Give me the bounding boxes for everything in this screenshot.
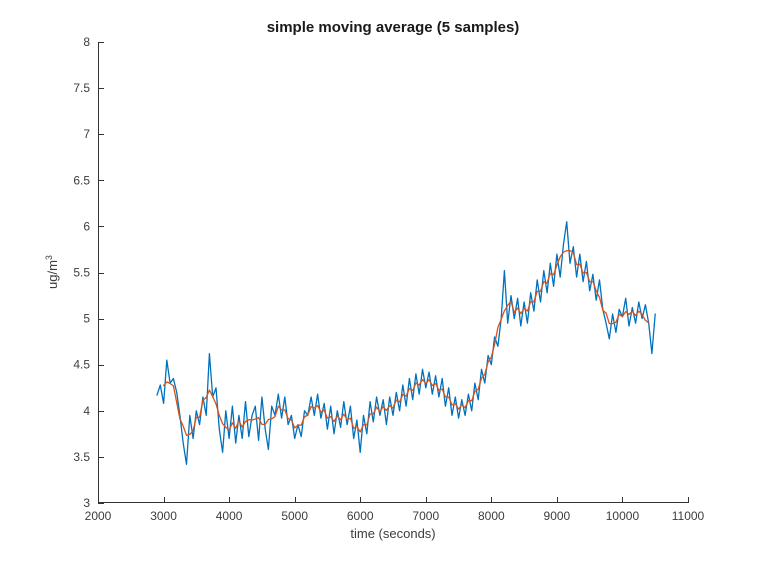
y-axis-label-exponent: 3: [44, 255, 54, 260]
y-axis-label: ug/m3: [44, 255, 60, 289]
y-tick-label: 5.5: [73, 266, 90, 280]
chart-title: simple moving average (5 samples): [266, 19, 520, 36]
x-axis-label: time (seconds): [350, 526, 435, 541]
y-tick-label: 5: [83, 312, 90, 326]
y-tick-labels: 3 3.5 4 4.5 5 5.5 6 6.5 7 7.5 8: [73, 35, 90, 510]
x-tick-label: 9000: [544, 509, 571, 523]
raw-data-line: [156, 221, 656, 465]
x-tick-label: 8000: [478, 509, 505, 523]
moving-average-line: [162, 250, 650, 436]
x-tick-label: 4000: [216, 509, 243, 523]
x-tick-label: 5000: [281, 509, 308, 523]
x-tick-labels: 2000 3000 4000 5000 6000 7000 8000 9000 10000 110…: [85, 509, 705, 523]
y-tick-label: 8: [83, 35, 90, 49]
y-tick-label: 4: [83, 404, 90, 418]
x-tick-label: 11000: [672, 509, 705, 523]
plot-area: 2000 3000 4000 5000 6000 7000 8000 9000 10000 110…: [44, 35, 705, 541]
x-tick-label: 3000: [150, 509, 177, 523]
x-tick-label: 7000: [412, 509, 439, 523]
x-tick-label: 2000: [85, 509, 112, 523]
y-tick-label: 6.5: [73, 173, 90, 187]
y-tick-label: 7: [83, 127, 90, 141]
y-tick-label: 3.5: [73, 450, 90, 464]
x-tick-label: 6000: [347, 509, 374, 523]
y-tick-label: 3: [83, 496, 90, 510]
y-tick-label: 4.5: [73, 358, 90, 372]
y-tick-label: 7.5: [73, 81, 90, 95]
y-tick-label: 6: [83, 219, 90, 233]
series-lines: [156, 221, 656, 465]
y-axis-label-base: ug/m: [45, 260, 60, 289]
x-tick-label: 10000: [606, 509, 640, 523]
